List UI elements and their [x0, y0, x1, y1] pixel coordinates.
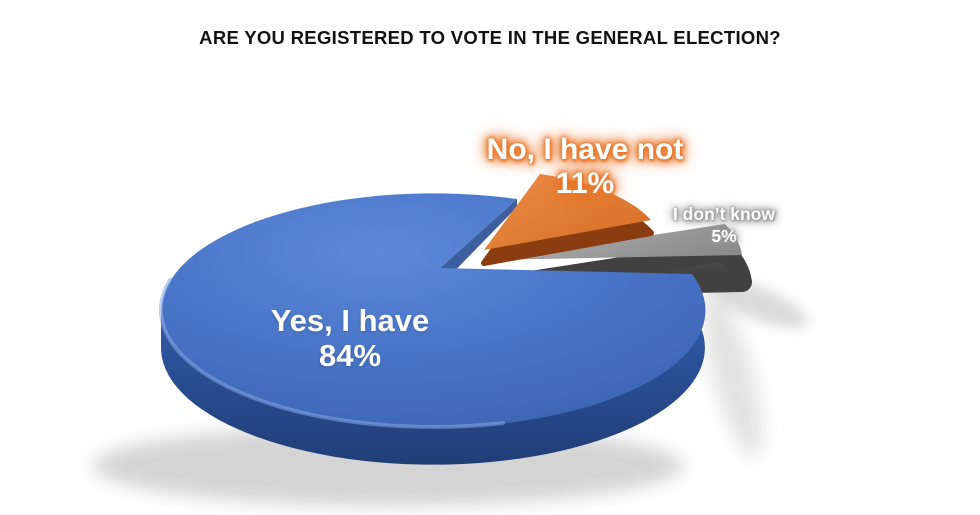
label-yes: Yes, I have 84% [271, 303, 430, 373]
label-dont-know-pct: 5% [711, 226, 737, 246]
label-no-text: No, I have not [486, 133, 684, 166]
label-dont-know-text: I don’t know [672, 204, 776, 224]
pie-slice-no-top [484, 174, 651, 250]
pie-notch-face [440, 199, 517, 286]
label-yes-pct: 84% [318, 338, 382, 373]
label-yes-text: Yes, I have [270, 303, 430, 338]
pie-slice-no [481, 174, 654, 266]
pie-slice-yes [158, 193, 706, 465]
pie-slice-yes-side [161, 274, 705, 465]
pie-slice-yes-top [161, 193, 706, 428]
label-dont-know: I don’t know 5% [673, 203, 775, 247]
chart-title: ARE YOU REGISTERED TO VOTE IN THE GENERA… [199, 27, 781, 48]
label-no-pct: 11% [555, 167, 615, 200]
label-no: No, I have not 11% [487, 133, 684, 201]
pie-rim-highlight [158, 278, 505, 429]
